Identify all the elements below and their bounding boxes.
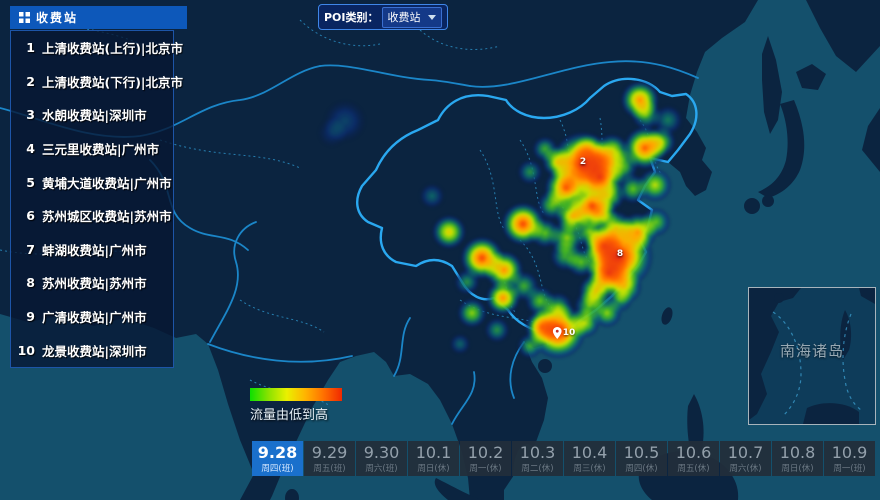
poi-category-label: POI类别： bbox=[324, 11, 379, 24]
date-cell-10.7[interactable]: 10.7 周六(休) bbox=[720, 441, 771, 476]
date-label: 10.1 bbox=[415, 442, 452, 462]
station-name: 水朗收费站|深圳市 bbox=[42, 108, 147, 124]
map-cluster-10[interactable]: 10 bbox=[552, 327, 576, 339]
rank-number: 6 bbox=[26, 208, 35, 224]
inset-label: 南海诸岛 bbox=[779, 342, 844, 360]
weekday-label: 周日(休) bbox=[781, 463, 814, 474]
south-china-sea-inset: 南海诸岛 bbox=[748, 287, 876, 425]
chevron-down-icon bbox=[428, 14, 436, 20]
grid-icon bbox=[19, 12, 30, 23]
date-label: 10.9 bbox=[831, 442, 868, 462]
date-cell-10.3[interactable]: 10.3 周二(休) bbox=[512, 441, 563, 476]
station-name: 龙景收费站|深圳市 bbox=[42, 343, 147, 359]
date-label: 10.8 bbox=[779, 442, 816, 462]
toll-station-ranking-list: 1 上清收费站(上行)|北京市 2 上清收费站(下行)|北京市 3 水朗收费站|深圳市 4 三… bbox=[10, 30, 183, 368]
station-name: 苏州城区收费站|苏州市 bbox=[42, 209, 172, 225]
date-label: 10.5 bbox=[623, 442, 660, 462]
weekday-label: 周一(班) bbox=[833, 463, 866, 474]
rank-number: 3 bbox=[26, 107, 35, 123]
weekday-label: 周二(休) bbox=[521, 463, 554, 474]
rank-number: 2 bbox=[26, 73, 35, 89]
date-cell-10.4[interactable]: 10.4 周三(休) bbox=[564, 441, 615, 476]
date-label: 9.30 bbox=[363, 442, 400, 462]
rank-number: 9 bbox=[26, 309, 35, 325]
date-label: 9.29 bbox=[311, 442, 348, 462]
date-timeline: 9.28 周四(班) 9.29 周五(班) 9.30 周六(班) 10.1 周日(休) 10.2… bbox=[252, 441, 876, 476]
date-label: 9.28 bbox=[257, 442, 298, 462]
ranking-row[interactable]: 6 苏州城区收费站|苏州市 bbox=[11, 199, 173, 233]
station-name: 上清收费站(上行)|北京市 bbox=[42, 41, 183, 57]
station-name: 苏州收费站|苏州市 bbox=[42, 276, 147, 292]
date-cell-9.30[interactable]: 9.30 周六(班) bbox=[356, 441, 407, 476]
map-cluster-2[interactable]: 2 bbox=[580, 157, 586, 167]
weekday-label: 周六(休) bbox=[729, 463, 762, 474]
rank-number: 5 bbox=[26, 174, 35, 190]
panel-title: 收费站 bbox=[36, 11, 79, 25]
weekday-label: 周四(班) bbox=[261, 463, 294, 474]
ranking-row[interactable]: 1 上清收费站(上行)|北京市 bbox=[11, 31, 183, 65]
map-pin-icon bbox=[552, 327, 562, 339]
weekday-label: 周日(休) bbox=[417, 463, 450, 474]
date-label: 10.3 bbox=[519, 442, 556, 462]
date-cell-10.5[interactable]: 10.5 周四(休) bbox=[616, 441, 667, 476]
date-cell-10.2[interactable]: 10.2 周一(休) bbox=[460, 441, 511, 476]
ranking-row[interactable]: 5 黄埔大道收费站|广州市 bbox=[11, 165, 173, 199]
heat-legend: 流量由低到高 bbox=[250, 388, 342, 423]
date-label: 10.7 bbox=[727, 442, 764, 462]
station-name: 上清收费站(下行)|北京市 bbox=[42, 74, 183, 90]
weekday-label: 周六(班) bbox=[365, 463, 398, 474]
ranking-row[interactable]: 7 蚌湖收费站|广州市 bbox=[11, 233, 173, 267]
poi-category-control: POI类别： 收费站 bbox=[318, 4, 448, 30]
ranking-row[interactable]: 9 广清收费站|广州市 bbox=[11, 300, 173, 334]
ranking-panel-header: 收费站 bbox=[10, 6, 187, 29]
station-name: 三元里收费站|广州市 bbox=[42, 142, 160, 158]
ranking-row[interactable]: 10 龙景收费站|深圳市 bbox=[11, 333, 173, 367]
date-cell-9.28[interactable]: 9.28 周四(班) bbox=[252, 441, 303, 476]
ranking-row[interactable]: 2 上清收费站(下行)|北京市 bbox=[11, 65, 183, 99]
weekday-label: 周五(班) bbox=[313, 463, 346, 474]
date-cell-10.9[interactable]: 10.9 周一(班) bbox=[824, 441, 875, 476]
ranking-row[interactable]: 3 水朗收费站|深圳市 bbox=[11, 98, 173, 132]
station-name: 黄埔大道收费站|广州市 bbox=[42, 175, 172, 191]
ranking-row[interactable]: 4 三元里收费站|广州市 bbox=[11, 132, 173, 166]
cluster-count: 8 bbox=[616, 249, 624, 259]
date-label: 10.2 bbox=[467, 442, 504, 462]
station-name: 蚌湖收费站|广州市 bbox=[42, 242, 147, 258]
date-label: 10.6 bbox=[675, 442, 712, 462]
date-cell-10.6[interactable]: 10.6 周五(休) bbox=[668, 441, 719, 476]
ranking-row[interactable]: 8 苏州收费站|苏州市 bbox=[11, 266, 173, 300]
weekday-label: 周四(休) bbox=[625, 463, 658, 474]
rank-number: 10 bbox=[17, 342, 35, 358]
map-cluster-8[interactable]: 8 bbox=[617, 249, 623, 259]
date-cell-10.8[interactable]: 10.8 周日(休) bbox=[772, 441, 823, 476]
poi-category-value: 收费站 bbox=[387, 11, 421, 24]
inset-map bbox=[749, 288, 875, 424]
legend-gradient-bar bbox=[250, 388, 342, 401]
date-cell-10.1[interactable]: 10.1 周日(休) bbox=[408, 441, 459, 476]
rank-number: 8 bbox=[26, 275, 35, 291]
rank-number: 4 bbox=[26, 141, 35, 157]
rank-number: 7 bbox=[26, 241, 35, 257]
date-label: 10.4 bbox=[571, 442, 608, 462]
date-cell-9.29[interactable]: 9.29 周五(班) bbox=[304, 441, 355, 476]
weekday-label: 周一(休) bbox=[469, 463, 502, 474]
cluster-count: 2 bbox=[579, 157, 587, 167]
legend-label: 流量由低到高 bbox=[250, 408, 329, 423]
station-name: 广清收费站|广州市 bbox=[42, 310, 147, 326]
cluster-count: 10 bbox=[562, 328, 576, 338]
weekday-label: 周三(休) bbox=[573, 463, 606, 474]
weekday-label: 周五(休) bbox=[677, 463, 710, 474]
poi-category-select[interactable]: 收费站 bbox=[381, 6, 442, 28]
rank-number: 1 bbox=[26, 40, 35, 56]
